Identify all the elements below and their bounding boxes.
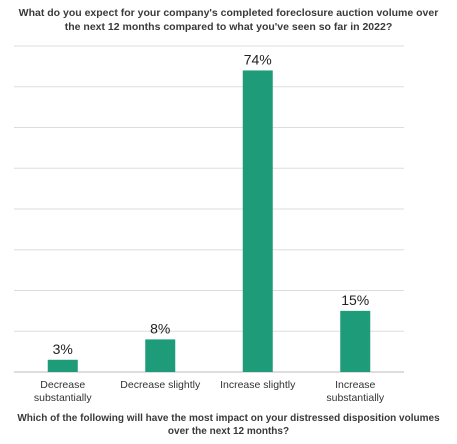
bar	[145, 339, 176, 372]
data-label: 8%	[150, 320, 170, 336]
bar	[47, 359, 78, 372]
gridlines	[14, 45, 404, 373]
bars	[47, 70, 371, 372]
x-tick-label: Decrease	[40, 379, 85, 391]
data-label: 15%	[341, 292, 369, 308]
bar	[242, 70, 273, 372]
x-tick-label: substantially	[34, 392, 93, 404]
x-tick-label: Decrease slightly	[120, 379, 201, 391]
footer-question: Which of the following will have the mos…	[17, 413, 440, 437]
bar	[340, 310, 371, 372]
data-label: 74%	[244, 51, 272, 67]
x-tick-label: Increase slightly	[220, 379, 296, 391]
x-tick-label: Increase	[335, 379, 375, 391]
x-tick-label: substantially	[326, 392, 385, 404]
chart-title: What do you expect for your company's co…	[18, 7, 439, 33]
data-labels: 3% 8% 74% 15%	[53, 51, 370, 356]
data-label: 3%	[53, 341, 73, 357]
